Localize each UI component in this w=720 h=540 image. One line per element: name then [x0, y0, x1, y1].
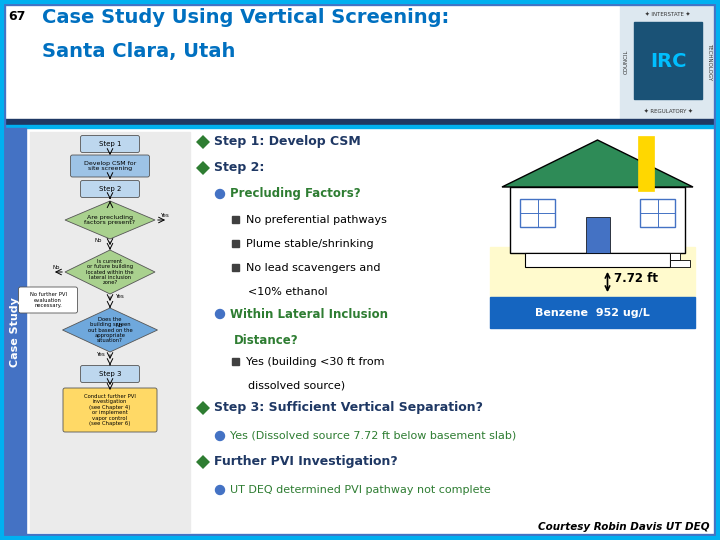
- Bar: [620, 4, 716, 119]
- Polygon shape: [196, 135, 210, 149]
- Polygon shape: [196, 401, 210, 415]
- Text: Within Lateral Inclusion: Within Lateral Inclusion: [230, 307, 388, 321]
- Polygon shape: [502, 140, 693, 187]
- Text: Are precluding
factors present?: Are precluding factors present?: [84, 215, 135, 225]
- FancyBboxPatch shape: [63, 388, 157, 432]
- FancyBboxPatch shape: [81, 136, 140, 152]
- Bar: [520, 199, 555, 227]
- Text: UT DEQ determined PVI pathway not complete: UT DEQ determined PVI pathway not comple…: [230, 485, 491, 495]
- Bar: [232, 264, 239, 271]
- FancyBboxPatch shape: [71, 155, 150, 177]
- Text: Conduct further PVI
investigation
(see Chapter 4)
or implement
vapor control
(se: Conduct further PVI investigation (see C…: [84, 394, 136, 426]
- Text: TECHNOLOGY: TECHNOLOGY: [708, 43, 713, 80]
- Text: Further PVI Investigation?: Further PVI Investigation?: [214, 456, 397, 469]
- Bar: [634, 22, 702, 99]
- Bar: [4, 125, 716, 128]
- Text: Step 1: Step 1: [99, 141, 121, 147]
- Text: Yes: Yes: [115, 294, 124, 299]
- Bar: [490, 297, 695, 328]
- Bar: [510, 187, 685, 253]
- Bar: [640, 199, 675, 227]
- Circle shape: [215, 190, 225, 199]
- Text: Yes (Dissolved source 7.72 ft below basement slab): Yes (Dissolved source 7.72 ft below base…: [230, 431, 516, 441]
- Text: IRC: IRC: [649, 52, 686, 71]
- Text: Step 2:: Step 2:: [214, 161, 264, 174]
- Bar: [670, 253, 680, 260]
- Text: Develop CSM for
site screening: Develop CSM for site screening: [84, 161, 136, 171]
- Text: COUNCIL: COUNCIL: [624, 49, 629, 74]
- Text: 67: 67: [8, 10, 25, 23]
- Text: Step 3: Sufficient Vertical Separation?: Step 3: Sufficient Vertical Separation?: [214, 402, 483, 415]
- Text: Step 1: Develop CSM: Step 1: Develop CSM: [214, 136, 361, 148]
- Text: ✦ REGULATORY ✦: ✦ REGULATORY ✦: [644, 109, 693, 114]
- Text: No preferential pathways: No preferential pathways: [246, 215, 387, 225]
- Text: Does the
building screen
out based on the
appropriate
situation?: Does the building screen out based on th…: [88, 316, 132, 343]
- Circle shape: [215, 431, 225, 441]
- Text: ✦ INTERSTATE ✦: ✦ INTERSTATE ✦: [645, 12, 690, 17]
- FancyBboxPatch shape: [81, 180, 140, 198]
- Text: No further PVI
evaluation
necessary.: No further PVI evaluation necessary.: [30, 292, 66, 308]
- Bar: [490, 247, 695, 297]
- Text: Case Study Using Vertical Screening:: Case Study Using Vertical Screening:: [42, 8, 449, 27]
- Bar: [4, 119, 716, 125]
- Bar: [232, 216, 239, 223]
- Text: Santa Clara, Utah: Santa Clara, Utah: [42, 42, 235, 61]
- Bar: [232, 240, 239, 247]
- Text: Is current
or future building
located within the
lateral inclusion
zone?: Is current or future building located wi…: [86, 259, 134, 285]
- Text: Yes: Yes: [160, 213, 168, 218]
- Text: No: No: [94, 238, 102, 243]
- Polygon shape: [63, 308, 158, 352]
- Bar: [585, 217, 610, 253]
- Bar: [232, 358, 239, 365]
- Text: 7.72 ft: 7.72 ft: [613, 272, 657, 285]
- Circle shape: [215, 309, 225, 319]
- Circle shape: [215, 485, 225, 495]
- Text: Step 3: Step 3: [99, 371, 121, 377]
- Bar: [26, 128, 716, 536]
- Text: Courtesy Robin Davis UT DEQ: Courtesy Robin Davis UT DEQ: [539, 522, 710, 532]
- Text: Step 2: Step 2: [99, 186, 121, 192]
- FancyBboxPatch shape: [81, 366, 140, 382]
- Polygon shape: [65, 201, 155, 239]
- Text: No: No: [53, 265, 60, 270]
- Text: Case Study: Case Study: [10, 297, 20, 367]
- Text: No lead scavengers and: No lead scavengers and: [246, 263, 380, 273]
- Text: <10% ethanol: <10% ethanol: [248, 287, 328, 297]
- FancyBboxPatch shape: [19, 287, 78, 313]
- Text: Precluding Factors?: Precluding Factors?: [230, 187, 361, 200]
- Polygon shape: [65, 250, 155, 294]
- Text: Benzene  952 ug/L: Benzene 952 ug/L: [535, 307, 650, 318]
- Polygon shape: [196, 455, 210, 469]
- Bar: [637, 136, 654, 191]
- Text: Distance?: Distance?: [234, 334, 299, 347]
- Text: Yes: Yes: [96, 352, 105, 357]
- Text: dissolved source): dissolved source): [248, 381, 345, 391]
- Bar: [4, 4, 716, 119]
- Bar: [525, 253, 670, 267]
- Bar: [30, 132, 190, 532]
- Text: Plume stable/shrinking: Plume stable/shrinking: [246, 239, 374, 249]
- Bar: [670, 260, 690, 267]
- Polygon shape: [196, 161, 210, 175]
- Bar: [4, 128, 26, 536]
- Text: Yes (building <30 ft from: Yes (building <30 ft from: [246, 357, 384, 367]
- Text: No: No: [115, 323, 122, 328]
